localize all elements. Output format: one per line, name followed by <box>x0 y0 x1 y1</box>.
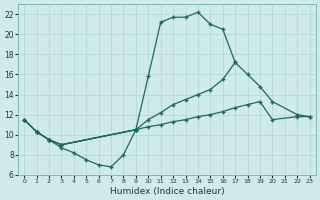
X-axis label: Humidex (Indice chaleur): Humidex (Indice chaleur) <box>109 187 224 196</box>
